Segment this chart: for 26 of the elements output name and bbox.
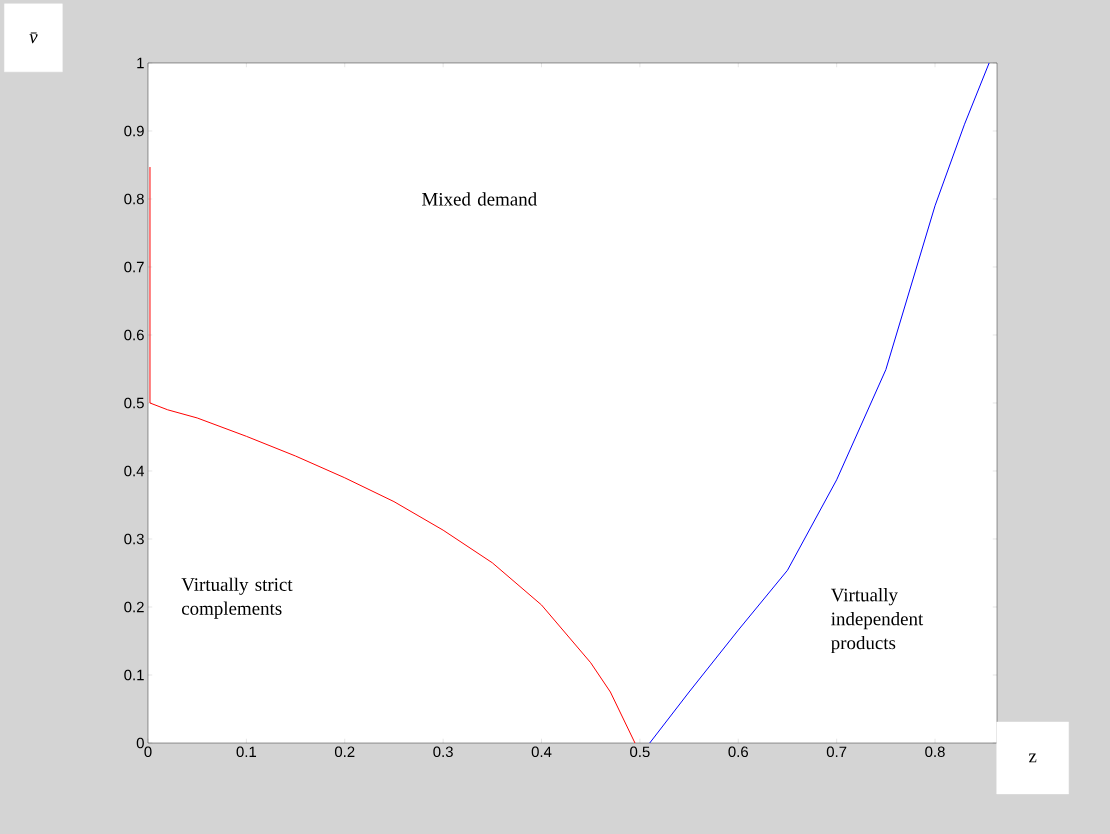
y-tick-label: 0.4	[124, 465, 145, 477]
x-tick-label: 0.6	[728, 746, 748, 758]
line-series	[149, 166, 636, 744]
annotation: Virtually independent products	[830, 588, 924, 654]
x-tick-label: 0.8	[925, 746, 945, 758]
x-tick-label: 0.3	[433, 746, 453, 758]
y-tick-label: 0.1	[124, 669, 144, 681]
y-tick-label: 0.3	[124, 533, 144, 545]
y-tick-label: 0.9	[124, 125, 144, 137]
annotation: Mixed demand	[422, 192, 537, 206]
annotation: Virtually strict complements	[181, 577, 293, 619]
y-tick-label: 0.2	[124, 601, 144, 613]
y-axis-title: v̄	[29, 32, 38, 44]
x-tick-label: 0.1	[236, 746, 257, 758]
x-tick-label: 0.4	[531, 746, 552, 758]
y-tick-label: 0	[136, 737, 144, 749]
y-tick-label: 0.6	[124, 329, 144, 341]
x-axis-title: z	[1028, 753, 1037, 763]
x-tick-label: 0.7	[826, 746, 847, 758]
line-series	[649, 62, 990, 744]
y-tick-label: 0.5	[124, 397, 144, 409]
y-tick-label: 1	[137, 57, 144, 69]
y-tick-label: 0.7	[124, 261, 144, 273]
y-tick-label: 0.8	[124, 193, 144, 205]
x-tick-label: 0.2	[334, 746, 355, 758]
x-tick-label: 0.5	[630, 746, 650, 758]
